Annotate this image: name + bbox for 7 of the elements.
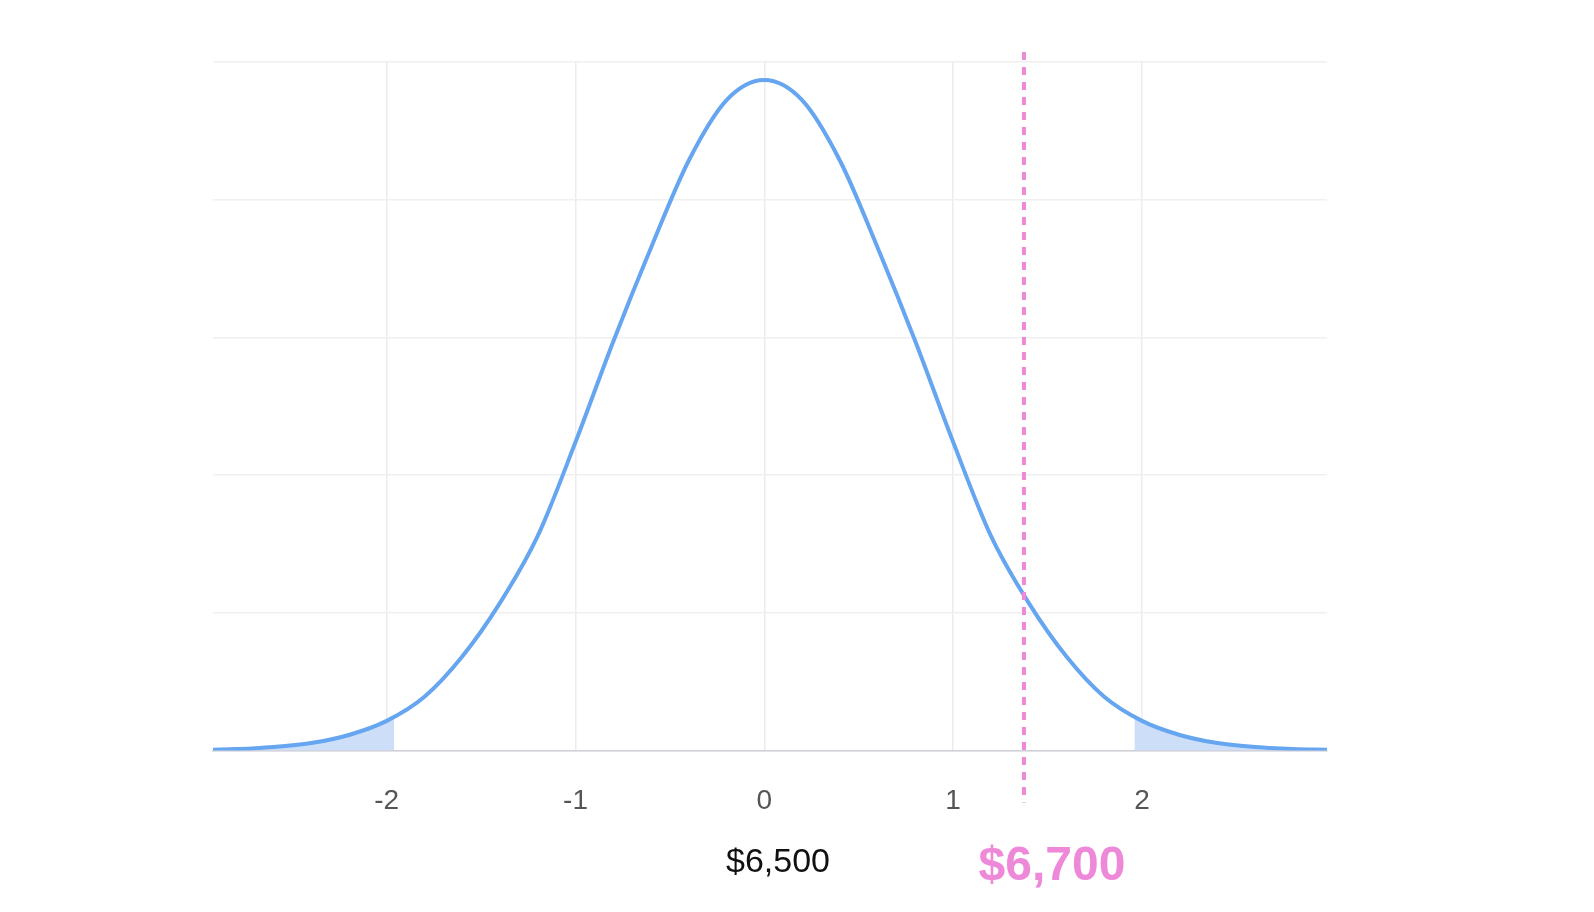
annotation: $6,700 — [978, 836, 1126, 890]
x-tick-label: 0 — [756, 783, 773, 815]
x-tick-label: -1 — [563, 783, 588, 815]
x-tick-label: 2 — [1134, 783, 1150, 815]
x-tick-label: -2 — [374, 783, 400, 815]
text: $6,500 — [726, 840, 830, 879]
x-tick-label: 1 — [945, 783, 961, 815]
